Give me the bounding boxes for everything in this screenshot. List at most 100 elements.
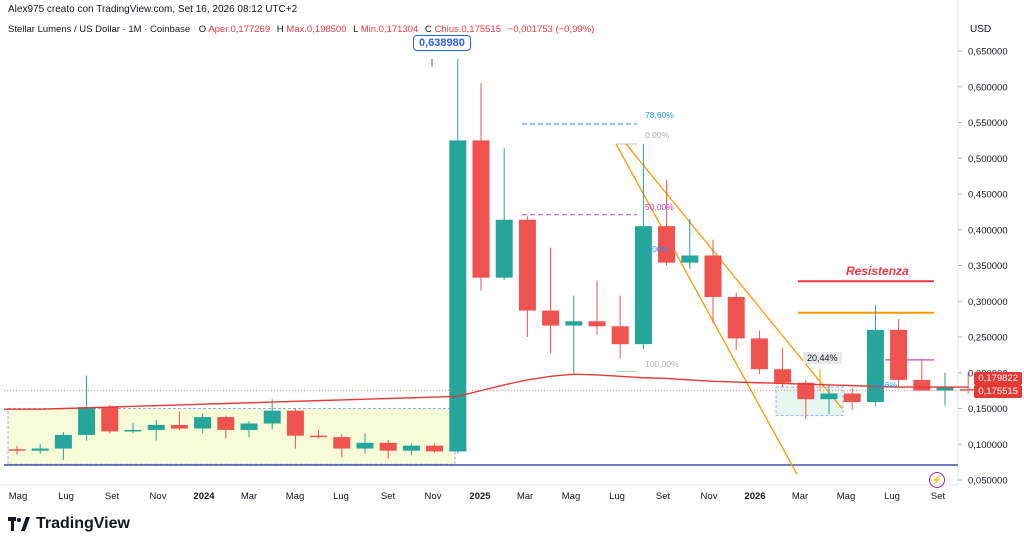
- candle-body: [217, 417, 235, 430]
- ohlc-close-label: C: [424, 24, 432, 35]
- trend-channel-lower: [615, 143, 798, 475]
- candle-body: [611, 326, 629, 345]
- price-tick-label: 0,400000: [968, 225, 1008, 236]
- candle-body: [379, 442, 397, 451]
- candle-body: [8, 449, 26, 451]
- moving-average-line: [4, 373, 969, 410]
- candle-body: [310, 435, 328, 438]
- time-tick-label: 2025: [469, 491, 491, 502]
- fib-0b-label: 0,00%: [645, 244, 670, 254]
- time-tick-label: Lug: [884, 491, 900, 502]
- fib-50-label: 50,00%: [645, 202, 674, 212]
- candle-body: [913, 379, 931, 391]
- fib-0-label: 0,00%: [645, 130, 670, 140]
- retest-zone-box: [775, 386, 844, 417]
- candle-body: [194, 417, 212, 429]
- ohlc-close-value: Chius.0,175515: [434, 24, 502, 35]
- price-tick-label: 0,500000: [968, 154, 1008, 165]
- candle-body: [402, 445, 420, 451]
- candle-body: [263, 410, 281, 424]
- price-tick-label: 0,650000: [968, 47, 1008, 58]
- time-tick-label: Nov: [150, 491, 167, 502]
- candle-body: [704, 255, 722, 297]
- candle-body: [426, 445, 444, 452]
- candle-body: [820, 393, 838, 400]
- percent-change-label: 20,44%: [803, 352, 842, 364]
- candle-body: [936, 387, 954, 391]
- candle-body: [78, 407, 96, 435]
- time-tick-label: 2026: [744, 491, 765, 502]
- price-tick-label: 0,350000: [968, 261, 1008, 272]
- candle-body: [124, 429, 142, 432]
- ohlc-high-value: Max.0,198500: [286, 24, 347, 35]
- candle-body: [147, 424, 165, 430]
- candle-body: [472, 140, 490, 278]
- candle-body: [286, 410, 304, 436]
- ohlc-high-label: H: [276, 24, 284, 35]
- time-tick-label: Lug: [58, 491, 74, 502]
- candle-body: [843, 393, 861, 403]
- candle-body: [797, 382, 815, 400]
- candle-body: [495, 219, 513, 278]
- time-tick-label: Mag: [837, 491, 855, 502]
- candle-body: [565, 321, 583, 326]
- time-tick-label: Mag: [286, 491, 304, 502]
- time-tick-label: Lug: [333, 491, 349, 502]
- candle-body: [681, 255, 699, 263]
- ohlc-open-label: O: [198, 24, 207, 35]
- candle-body: [588, 321, 606, 327]
- price-tick-label: 0,600000: [968, 82, 1008, 93]
- time-tick-label: Set: [656, 491, 671, 502]
- time-tick-label: Set: [105, 491, 120, 502]
- price-tick-label: 0,150000: [968, 404, 1008, 415]
- candle-body: [333, 437, 351, 449]
- ohlc-open-value: Aper.0,177269: [208, 24, 271, 35]
- candle-body: [518, 219, 536, 311]
- price-tick-label: 0,050000: [968, 476, 1008, 487]
- candle-body: [959, 389, 977, 391]
- resistance-label: Resistenza: [846, 264, 909, 278]
- bolt-icon[interactable]: ⚡: [929, 472, 945, 488]
- candle-body: [774, 369, 792, 383]
- time-tick-label: Nov: [425, 491, 442, 502]
- price-tick-label: 0,250000: [968, 333, 1008, 344]
- tradingview-logo[interactable]: TradingView: [8, 515, 130, 533]
- price-tick-label: 0,100000: [968, 440, 1008, 451]
- time-tick-label: Lug: [609, 491, 625, 502]
- candle-body: [449, 140, 467, 452]
- time-tick-label: Mag: [9, 491, 27, 502]
- candle-body: [634, 226, 652, 345]
- candle-body: [727, 296, 745, 339]
- candle-body: [170, 424, 188, 429]
- tradingview-logo-icon: [8, 517, 30, 531]
- fib-786-label: 78,60%: [645, 110, 674, 120]
- candle-body: [54, 434, 72, 449]
- symbol-name[interactable]: Stellar Lumens / US Dollar · 1M · Coinba…: [8, 24, 191, 35]
- time-tick-label: Nov: [701, 491, 718, 502]
- currency-label: USD: [970, 24, 992, 35]
- candle-body: [542, 310, 560, 326]
- time-tick-label: Mar: [517, 491, 533, 502]
- time-tick-label: Set: [931, 491, 946, 502]
- candle-body: [240, 423, 258, 430]
- attribution: Alex975 creato con TradingView.com, Set …: [8, 4, 298, 15]
- ma-price-tag: 0,179822: [974, 372, 1022, 385]
- symbol-legend: Stellar Lumens / US Dollar · 1M · Coinba…: [8, 24, 598, 35]
- brand-name: TradingView: [36, 515, 130, 532]
- candle-body: [356, 442, 374, 449]
- fib-100-label: 100,00%: [645, 359, 679, 369]
- time-tick-label: Mag: [562, 491, 580, 502]
- high-price-label: 0,638980: [413, 35, 471, 51]
- candle-body: [31, 448, 49, 451]
- ohlc-change-value: −0,001753 (−0,99%): [507, 24, 595, 35]
- time-tick-label: Set: [381, 491, 396, 502]
- price-tick-label: 0,300000: [968, 297, 1008, 308]
- ohlc-low-label: L: [353, 24, 359, 35]
- candle-body: [658, 226, 676, 263]
- time-tick-label: Mar: [241, 491, 257, 502]
- time-tick-label: 2024: [193, 491, 215, 502]
- price-tick-label: 0,450000: [968, 190, 1008, 201]
- ohlc-low-value: Min.0,171304: [360, 24, 419, 35]
- candle-body: [750, 338, 768, 370]
